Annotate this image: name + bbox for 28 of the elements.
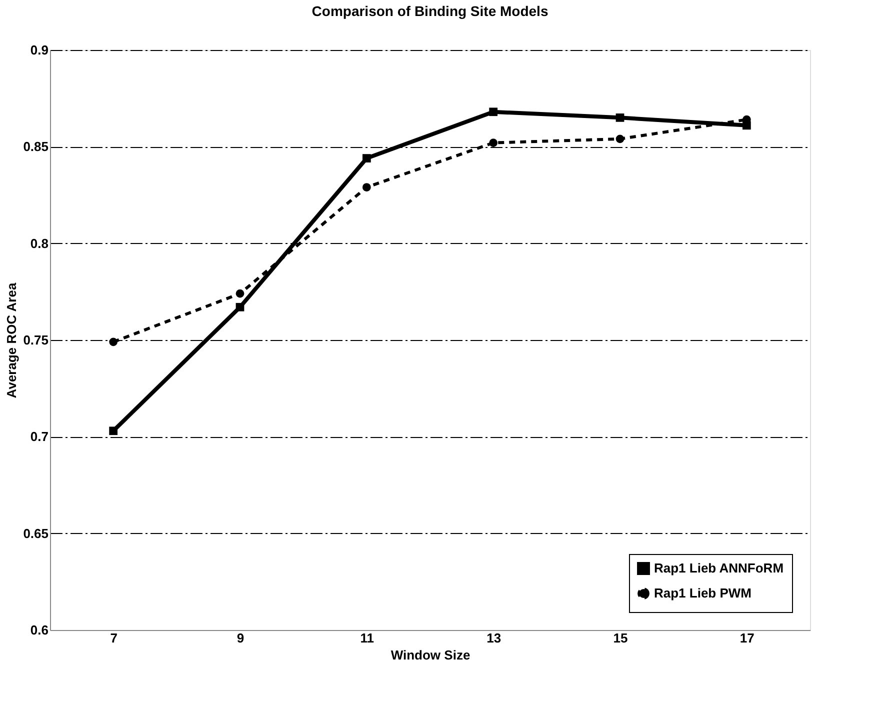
- y-axis-title: Average ROC Area: [4, 282, 20, 398]
- legend-label: Rap1 Lieb ANNFoRM: [654, 560, 784, 576]
- y-tick-label: 0.6: [30, 622, 48, 638]
- y-tick-label: 0.8: [30, 236, 48, 251]
- legend-label: Rap1 Lieb PWM: [654, 586, 752, 600]
- point: [489, 108, 498, 116]
- point: [362, 154, 371, 162]
- point: [489, 138, 498, 147]
- y-tick-label: 0.85: [23, 139, 48, 154]
- x-tick-label: 7: [110, 630, 118, 646]
- y-tick-label: 0.65: [23, 526, 48, 541]
- point: [109, 338, 118, 346]
- point: [109, 426, 118, 436]
- x-tick-label: 9: [236, 630, 244, 646]
- x-tick-label: 13: [486, 630, 502, 646]
- point: [236, 289, 244, 298]
- x-axis-title: Window Size: [390, 648, 470, 662]
- x-tick-label: 15: [613, 630, 628, 646]
- chart-title: Comparison of Binding Site Models: [312, 3, 548, 19]
- point: [616, 134, 624, 144]
- point: [362, 183, 371, 192]
- y-tick-label: 0.75: [23, 332, 48, 348]
- point: [616, 113, 624, 122]
- point: [236, 302, 244, 312]
- y-tick-label: 0.7: [30, 429, 48, 444]
- x-tick-label: 11: [360, 630, 374, 646]
- x-tick-label: 17: [740, 630, 754, 646]
- y-tick-label: 0.9: [30, 42, 48, 58]
